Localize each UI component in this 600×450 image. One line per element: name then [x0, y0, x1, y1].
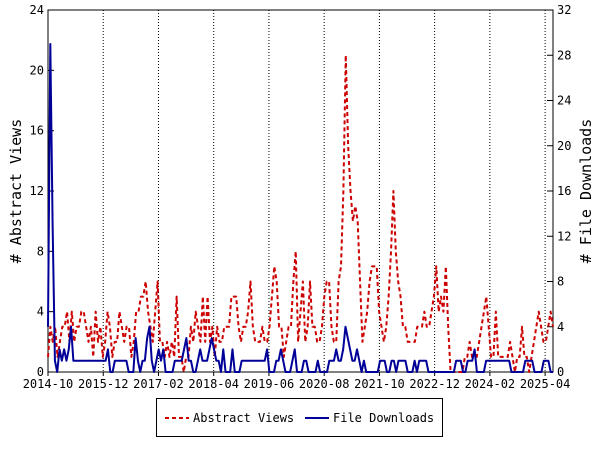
left-tick-label: 8: [37, 244, 44, 258]
right-tick-label: 0: [557, 365, 564, 379]
left-y-ticks: 0 4 8 12 16 20 24: [30, 3, 54, 379]
left-tick-label: 4: [37, 305, 44, 319]
x-tick-label: 2018-04: [188, 377, 239, 391]
legend: Abstract Views File Downloads: [156, 398, 443, 437]
series-layer: [47, 42, 554, 373]
y-axis-right-title: # File Downloads: [577, 119, 595, 264]
left-tick-label: 24: [30, 3, 44, 17]
left-tick-label: 20: [30, 63, 44, 77]
x-tick-label: 2017-02: [133, 377, 184, 391]
x-tick-label: 2025-04: [520, 377, 571, 391]
plot-area: [47, 9, 554, 373]
legend-swatch-file-downloads: [305, 417, 329, 419]
right-tick-label: 28: [557, 48, 571, 62]
legend-label-file-downloads: File Downloads: [333, 411, 435, 425]
right-tick-label: 20: [557, 139, 571, 153]
x-tick-label: 2024-02: [465, 377, 516, 391]
x-tick-label: 2014-10: [23, 377, 74, 391]
x-tick-label: 2022-12: [409, 377, 460, 391]
legend-label-abstract-views: Abstract Views: [193, 411, 295, 425]
x-tick-label: 2019-06: [244, 377, 295, 391]
left-tick-label: 12: [30, 184, 44, 198]
right-tick-label: 4: [557, 320, 564, 334]
left-tick-label: 16: [30, 124, 44, 138]
left-tick-label: 0: [37, 365, 44, 379]
legend-item-abstract-views: Abstract Views: [165, 411, 294, 425]
x-tick-label: 2015-12: [78, 377, 129, 391]
right-tick-label: 12: [557, 229, 571, 243]
series-line-file-downloads: [47, 42, 553, 373]
legend-swatch-abstract-views: [165, 417, 189, 419]
right-tick-label: 16: [557, 184, 571, 198]
y-axis-left-title: # Abstract Views: [7, 119, 25, 264]
x-ticks: 2014-10 2015-12 2017-02 2018-04 2019-06 2020-…: [23, 372, 571, 391]
series-line-abstract-views: [47, 54, 554, 373]
legend-item-file-downloads: File Downloads: [305, 411, 434, 425]
x-gridlines: [102, 10, 546, 372]
right-tick-label: 8: [557, 275, 564, 289]
right-y-ticks: 0 4 8 12 16 20 24 28 32: [547, 3, 571, 379]
x-tick-label: 2020-08: [299, 377, 350, 391]
x-tick-label: 2021-10: [354, 377, 405, 391]
right-tick-label: 24: [557, 94, 571, 108]
right-tick-label: 32: [557, 3, 571, 17]
